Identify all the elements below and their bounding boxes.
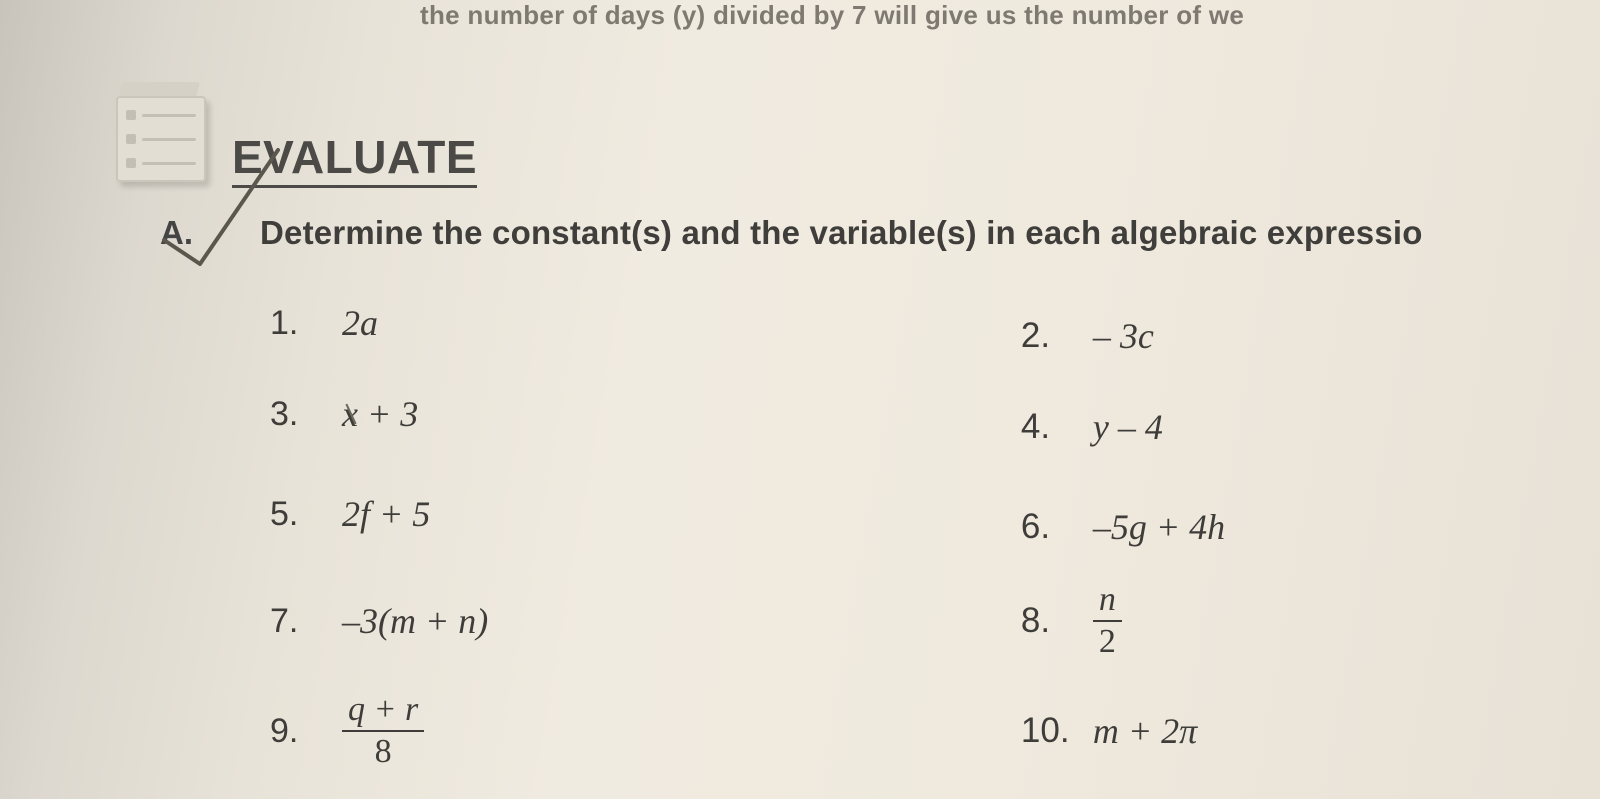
exercise-row: 7. –3(m + n) 8. n 2 (270, 566, 1560, 676)
cutoff-text-top: the number of days (y) divided by 7 will… (420, 0, 1600, 31)
section-heading: EVALUATE (232, 130, 477, 184)
item-number: 3. (270, 395, 342, 434)
expression: –3(m + n) (342, 600, 488, 642)
exercise-list: 1. 2a 2. – 3c 3. x + 3 4. y – 4 5. (270, 280, 1560, 799)
expression: 2a (342, 302, 378, 344)
exercise-row: 1. 2a 2. – 3c (270, 280, 1560, 366)
item-number: 5. (270, 495, 342, 534)
item-number: 4. (1021, 407, 1093, 447)
instruction-text: Determine the constant(s) and the variab… (260, 214, 1600, 252)
expression: x + 3 (342, 393, 418, 435)
item-number: 1. (270, 304, 342, 343)
expression: 2f + 5 (342, 493, 430, 535)
item-number: 2. (1021, 316, 1093, 356)
exercise-row: 3. x + 3 4. y – 4 (270, 366, 1560, 462)
exercise-row: 9. q + r 8 10. m + 2π (270, 676, 1560, 786)
expression: n 2 (1093, 583, 1122, 659)
item-number: 10. (1021, 711, 1093, 751)
expression: –5g + 4h (1093, 506, 1225, 548)
worksheet-page: the number of days (y) divided by 7 will… (0, 0, 1600, 799)
item-number: 9. (270, 712, 342, 751)
exercise-row: 5. 2f + 5 6. –5g + 4h (270, 462, 1560, 566)
expression: m + 2π (1093, 710, 1197, 752)
fraction: q + r 8 (342, 693, 424, 769)
subsection-label: A. (160, 214, 193, 252)
expression: y – 4 (1093, 406, 1163, 448)
item-number: 7. (270, 602, 342, 641)
notebook-icon (116, 82, 212, 188)
item-number: 6. (1021, 507, 1093, 547)
struck-variable: x (342, 393, 358, 435)
fraction: n 2 (1093, 583, 1122, 659)
expression: – 3c (1093, 315, 1154, 357)
item-number: 8. (1021, 601, 1093, 641)
expression: q + r 8 (342, 693, 424, 769)
